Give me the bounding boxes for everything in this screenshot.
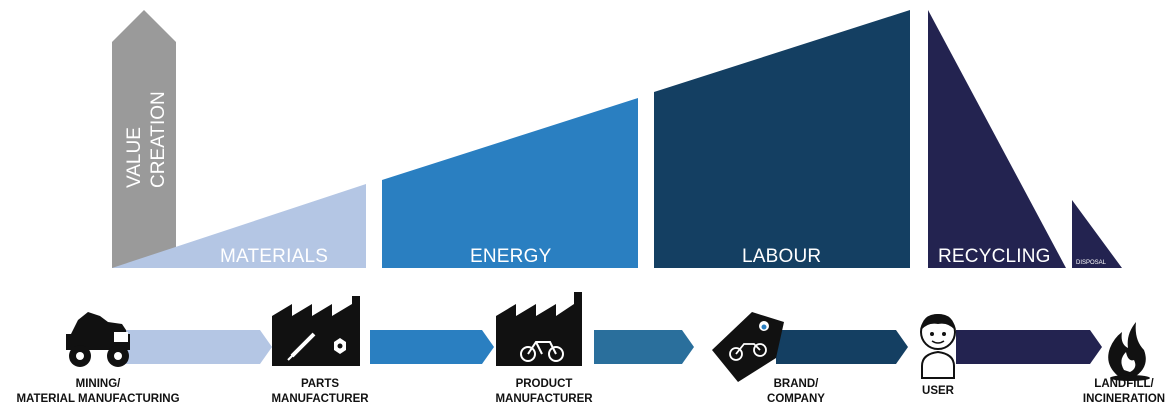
stage-label-mining-line2: MATERIAL MANUFACTURING xyxy=(16,393,179,405)
materials-label: MATERIALS xyxy=(220,246,328,267)
connector-arrow-1 xyxy=(124,330,272,364)
connector-arrow-4 xyxy=(776,330,908,364)
stage-label-product-line1: PRODUCT xyxy=(516,378,573,390)
connector-arrow-3 xyxy=(594,330,694,364)
brand-tag-icon xyxy=(712,312,784,382)
value-segments: MATERIALS ENERGY LABOUR RECYCLING DISPOS… xyxy=(112,10,1122,268)
labour-segment xyxy=(654,10,910,268)
stage-label-product-line2: MANUFACTURER xyxy=(495,393,593,405)
energy-label: ENERGY xyxy=(470,246,552,267)
user-icon xyxy=(920,314,956,379)
stage-labels: MINING/ MATERIAL MANUFACTURING PARTS MAN… xyxy=(16,378,1165,405)
stage-label-mining-line1: MINING/ xyxy=(76,378,122,390)
stage-label-parts-line1: PARTS xyxy=(301,378,339,390)
recycling-label: RECYCLING xyxy=(938,246,1051,267)
stage-label-parts-line2: MANUFACTURER xyxy=(271,393,369,405)
stage-connectors xyxy=(124,330,1102,364)
mining-truck-icon xyxy=(66,312,130,367)
stage-label-brand-line2: COMPANY xyxy=(767,393,825,405)
labour-label: LABOUR xyxy=(742,246,821,267)
connector-arrow-2 xyxy=(370,330,494,364)
disposal-label: DISPOSAL xyxy=(1076,260,1107,266)
stage-label-landfill-line1: LANDFILL/ xyxy=(1094,378,1154,390)
stage-label-brand-line1: BRAND/ xyxy=(774,378,820,390)
stage-label-user: USER xyxy=(922,385,955,397)
value-creation-label-line1: VALUE xyxy=(124,127,145,188)
stage-label-landfill-line2: INCINERATION xyxy=(1083,393,1165,405)
recycling-segment xyxy=(928,10,1066,268)
connector-arrow-5 xyxy=(956,330,1102,364)
factory-bicycle-icon xyxy=(496,292,582,366)
value-creation-arrow: VALUE CREATION xyxy=(112,10,176,268)
materials-segment xyxy=(112,184,366,268)
energy-segment xyxy=(382,98,638,268)
value-creation-label-line2: CREATION xyxy=(148,91,169,188)
factory-parts-icon xyxy=(272,296,360,366)
value-creation-arrow-shape xyxy=(112,10,176,268)
fire-icon xyxy=(1108,322,1150,381)
disposal-segment xyxy=(1072,200,1122,268)
